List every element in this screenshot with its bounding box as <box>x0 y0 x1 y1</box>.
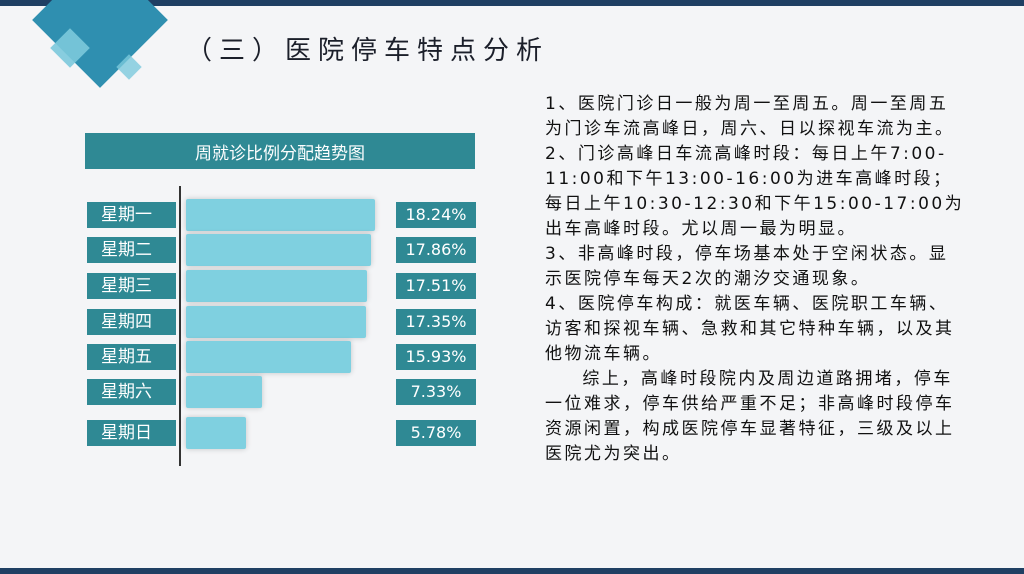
chart-axis <box>179 186 181 466</box>
bar <box>186 306 366 338</box>
slide-title: （三）医院停车特点分析 <box>186 36 550 66</box>
value-label: 17.51% <box>396 273 476 299</box>
value-label: 18.24% <box>396 202 476 228</box>
bottom-border <box>0 568 1024 574</box>
paragraph-1: 1、医院门诊日一般为周一至周五。周一至周五为门诊车流高峰日，周六、日以探视车流为… <box>545 94 955 139</box>
category-label: 星期三 <box>87 273 176 299</box>
paragraph-2: 2、门诊高峰日车流高峰时段：每日上午7:00-11:00和下午13:00-16:… <box>545 144 965 239</box>
top-border <box>0 0 1024 6</box>
category-label: 星期日 <box>87 420 176 446</box>
value-label: 7.33% <box>396 379 476 405</box>
value-label: 17.35% <box>396 309 476 335</box>
value-label: 15.93% <box>396 344 476 370</box>
category-label: 星期四 <box>87 309 176 335</box>
bar <box>186 234 371 266</box>
category-label: 星期一 <box>87 202 176 228</box>
paragraph-4: 4、医院停车构成：就医车辆、医院职工车辆、访客和探视车辆、急救和其它特种车辆，以… <box>545 294 955 364</box>
bar <box>186 341 351 373</box>
bar <box>186 417 246 449</box>
value-label: 5.78% <box>396 420 476 446</box>
value-label: 17.86% <box>396 237 476 263</box>
corner-decoration <box>0 0 190 90</box>
category-label: 星期六 <box>87 379 176 405</box>
category-label: 星期二 <box>87 237 176 263</box>
chart-title: 周就诊比例分配趋势图 <box>85 133 475 169</box>
paragraph-summary: 综上，高峰时段院内及周边道路拥堵，停车一位难求，停车供给严重不足；非高峰时段停车… <box>545 369 955 464</box>
paragraph-3: 3、非高峰时段，停车场基本处于空闲状态。显示医院停车每天2次的潮汐交通现象。 <box>545 244 949 289</box>
analysis-text: 1、医院门诊日一般为周一至周五。周一至周五为门诊车流高峰日，周六、日以探视车流为… <box>545 92 965 467</box>
bar <box>186 270 367 302</box>
bar <box>186 376 262 408</box>
category-label: 星期五 <box>87 344 176 370</box>
bar <box>186 199 375 231</box>
